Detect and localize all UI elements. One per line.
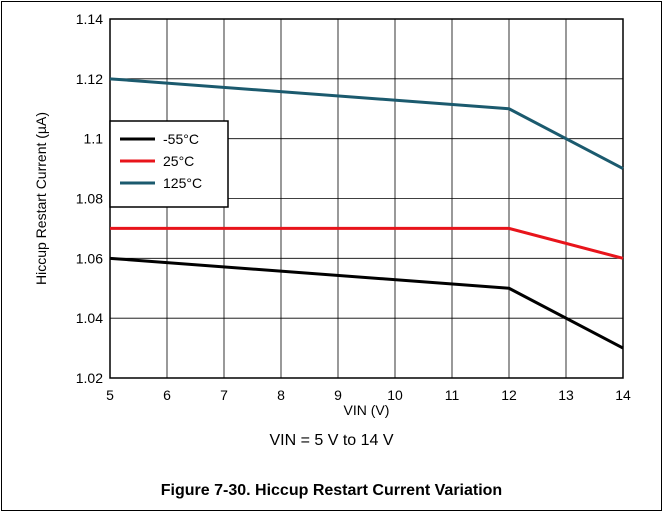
x-tick-labels: 5 6 7 8 9 10 11 12 13 14 bbox=[106, 387, 631, 403]
x-tick-label: 9 bbox=[334, 387, 342, 403]
y-tick-label: 1.08 bbox=[76, 191, 103, 207]
legend-label-1: 25°C bbox=[163, 153, 194, 169]
series-line-1 bbox=[110, 226, 624, 260]
legend-label-2: 125°C bbox=[163, 175, 202, 191]
series-lines bbox=[109, 77, 624, 350]
x-tick-label: 8 bbox=[277, 387, 285, 403]
y-tick-label: 1.02 bbox=[76, 370, 103, 386]
chart-svg: 5 6 7 8 9 10 11 12 13 14 1.021.041.061.081.11.121… bbox=[33, 11, 631, 418]
y-axis-title: Hiccup Restart Current (µA) bbox=[33, 112, 49, 285]
legend: -55°C 25°C 125°C bbox=[109, 120, 229, 208]
y-tick-label: 1.04 bbox=[76, 310, 103, 326]
x-tick-label: 7 bbox=[220, 387, 228, 403]
y-tick-label: 1.1 bbox=[84, 131, 104, 147]
legend-box bbox=[109, 120, 229, 208]
x-axis-title: VIN (V) bbox=[344, 402, 390, 418]
test-condition: VIN = 5 V to 14 V bbox=[269, 432, 394, 449]
x-tick-label: 14 bbox=[615, 387, 631, 403]
x-tick-label: 5 bbox=[106, 387, 114, 403]
x-tick-label: 11 bbox=[445, 387, 460, 403]
x-tick-label: 6 bbox=[163, 387, 171, 403]
y-tick-label: 1.12 bbox=[76, 71, 103, 87]
x-tick-label: 12 bbox=[501, 387, 517, 403]
x-tick-label: 13 bbox=[558, 387, 574, 403]
y-tick-label: 1.06 bbox=[76, 250, 103, 266]
series-line-2 bbox=[109, 77, 624, 170]
figure-caption: Figure 7-30. Hiccup Restart Current Vari… bbox=[160, 482, 503, 499]
y-tick-labels: 1.02 1.04 1.06 1.08 1.1 1.12 1.14 bbox=[76, 11, 103, 386]
y-tick-label: 1.14 bbox=[76, 11, 103, 27]
legend-label-0: -55°C bbox=[163, 131, 199, 147]
series-line-0 bbox=[109, 256, 624, 350]
x-tick-label: 10 bbox=[387, 387, 403, 403]
